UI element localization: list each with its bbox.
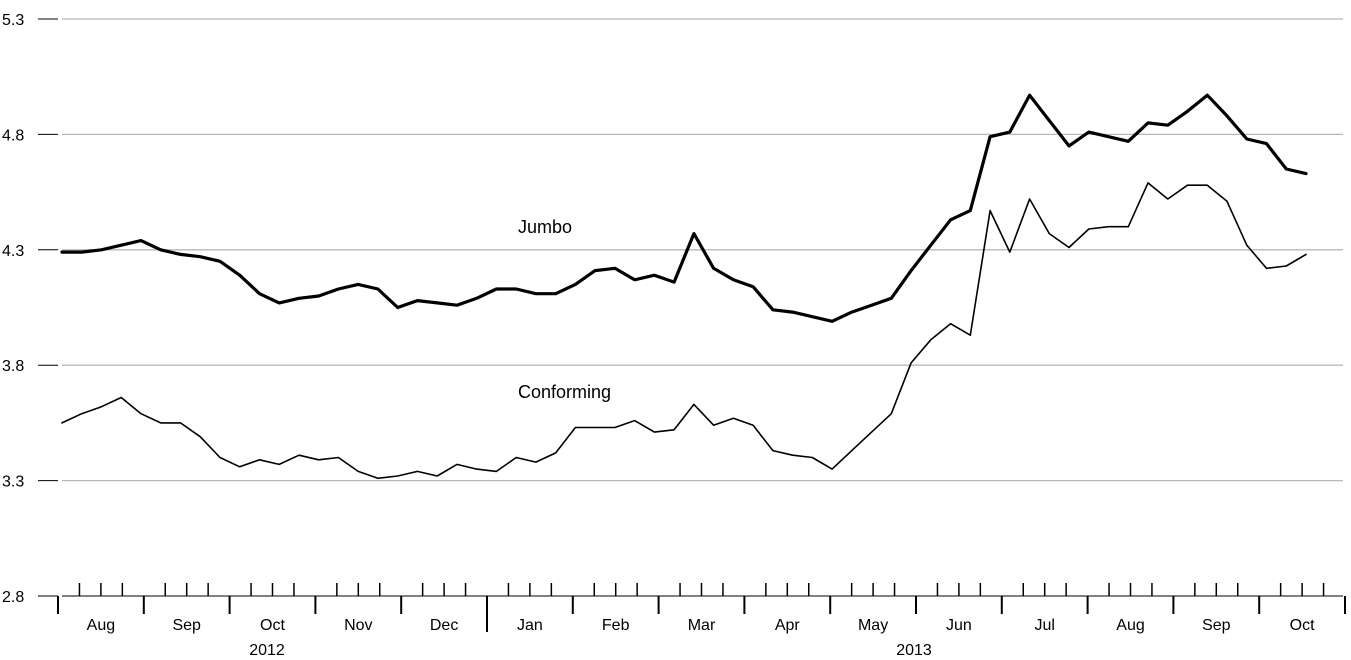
- x-month-label: Aug: [1116, 617, 1144, 634]
- x-month-label: Mar: [688, 617, 716, 634]
- x-year-label: 2012: [249, 642, 285, 659]
- x-month-label: Jan: [517, 617, 543, 634]
- series-label-conforming: Conforming: [518, 382, 611, 402]
- x-month-label: Apr: [775, 617, 801, 634]
- series-label-jumbo: Jumbo: [518, 217, 572, 237]
- x-month-label: Oct: [260, 617, 285, 634]
- y-tick-label: 4.8: [2, 127, 24, 144]
- y-axis-ticks: 2.8 3.3 3.8 4.3 4.8 5.3: [2, 12, 58, 606]
- x-month-label: Sep: [172, 617, 201, 634]
- y-tick-label: 3.3: [2, 474, 24, 491]
- x-month-label: Jul: [1034, 617, 1054, 634]
- x-month-label: Feb: [602, 617, 630, 634]
- x-month-label: Nov: [344, 617, 372, 634]
- y-tick-label: 3.8: [2, 358, 24, 375]
- x-month-label: Jun: [946, 617, 972, 634]
- series-line-jumbo: [60, 93, 1308, 323]
- y-tick-label: 2.8: [2, 589, 24, 606]
- x-year-label: 2013: [896, 642, 932, 659]
- x-axis: Aug Sep Oct Nov Dec Jan Feb Mar Apr May Jun Jul Aug S…: [57, 583, 1346, 659]
- x-month-label: Aug: [87, 617, 115, 634]
- x-month-label: Sep: [1202, 617, 1231, 634]
- y-tick-label: 4.3: [2, 243, 24, 260]
- x-month-label: Dec: [430, 617, 458, 634]
- series-lines: [60, 93, 1308, 480]
- x-month-label: Oct: [1290, 617, 1315, 634]
- series-line-conforming: [61, 182, 1307, 480]
- y-tick-label: 5.3: [2, 12, 24, 29]
- x-month-label: May: [858, 617, 888, 634]
